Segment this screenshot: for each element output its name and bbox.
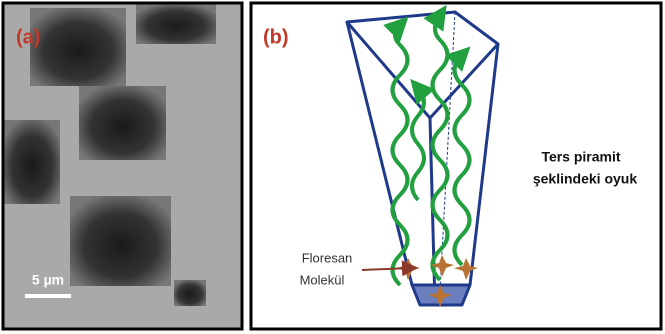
panel-a: (a) 5 µm [3,3,242,329]
scale-bar [25,294,71,298]
panel-label: (b) [263,26,289,48]
caption: Ters piramit [541,149,620,165]
annotation: Molekül [300,272,345,287]
scale-label: 5 µm [32,272,64,288]
figure: (a) 5 µm (b) Floresan Molekül [0,0,665,334]
page: (a) 5 µm (b) Floresan Molekül [0,0,665,334]
pit [70,196,171,286]
pit [30,8,126,86]
pit [174,280,206,306]
caption: şeklindeki oyuk [533,171,637,187]
pit [79,86,166,160]
panel-b: (b) Floresan Molekül Ters piramit şeklin… [251,3,661,329]
panel-label: (a) [16,26,40,48]
annotation: Floresan [302,250,353,265]
pit [4,120,60,204]
pit [136,4,216,44]
